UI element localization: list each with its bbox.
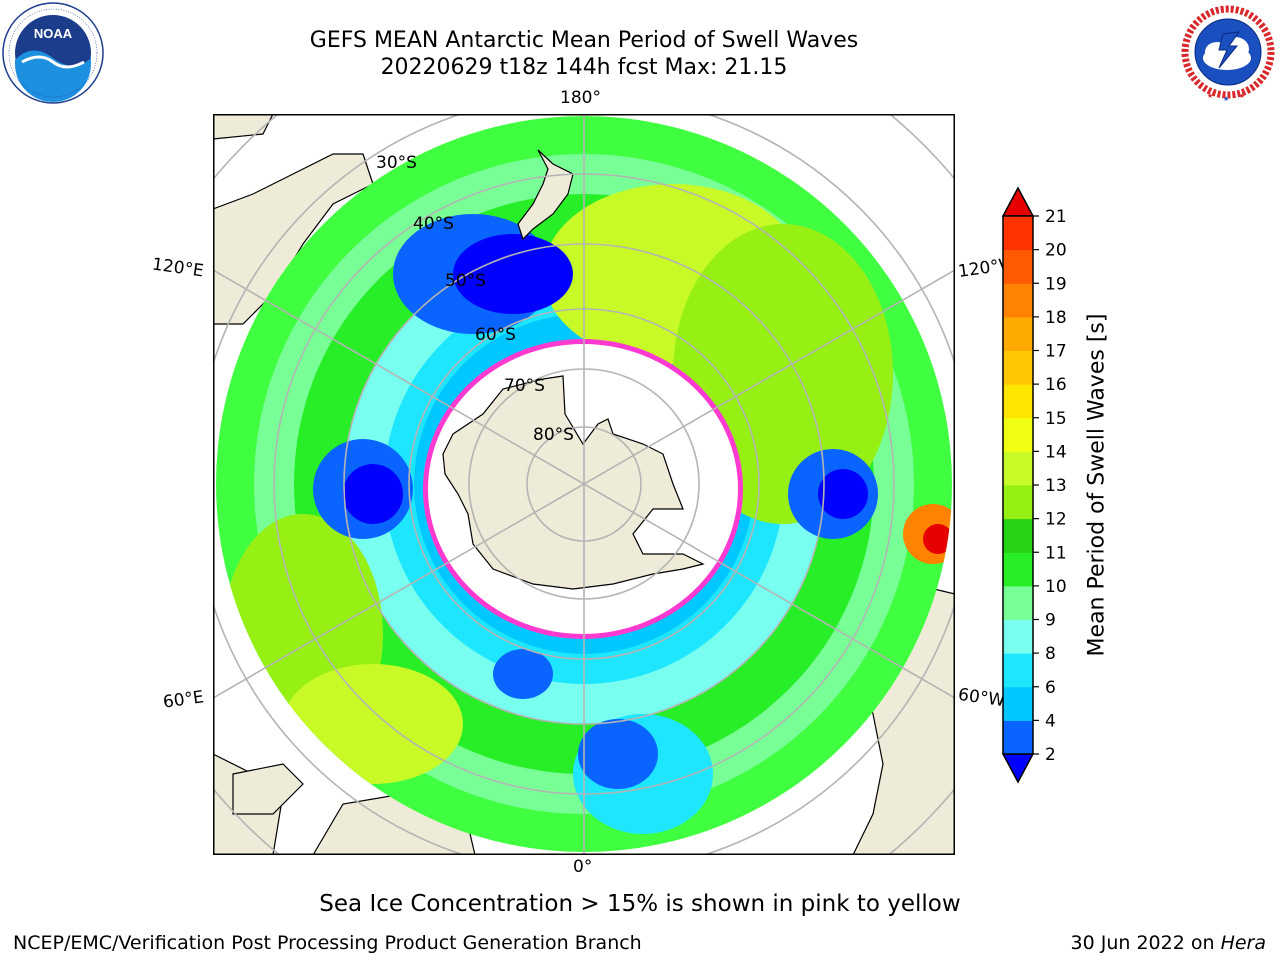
- colorbar-label: Mean Period of Swell Waves [s]: [1084, 313, 1110, 657]
- latitude-labels: 30°S 40°S 50°S 60°S 70°S 80°S: [376, 153, 574, 445]
- colorbar-tick-label: 21: [1045, 207, 1067, 227]
- colorbar-tick-label: 11: [1045, 543, 1067, 563]
- colorbar-tick-label: 19: [1045, 274, 1067, 294]
- colorbar-segment: [1003, 283, 1033, 318]
- lon-label-120e: 120°E: [150, 254, 205, 282]
- colorbar-tick-label: 14: [1045, 442, 1067, 462]
- svg-text:★: ★: [1223, 95, 1229, 102]
- colorbar-segment: [1003, 518, 1033, 553]
- colorbar-tick-label: 12: [1045, 510, 1067, 530]
- colorbar-tick-label: 13: [1045, 476, 1067, 496]
- colorbar-tick-label: 9: [1045, 611, 1056, 631]
- svg-text:★: ★: [1207, 92, 1213, 100]
- chart-subtitle: 20220629 t18z 144h fcst Max: 21.15: [380, 55, 788, 80]
- run-host: Hera: [1220, 932, 1266, 954]
- lat-label-50s: 50°S: [445, 271, 486, 291]
- colorbar-tick-label: 20: [1045, 241, 1067, 261]
- colorbar-tick-label: 18: [1045, 308, 1067, 328]
- colorbar-segment: [1003, 216, 1033, 251]
- colorbar-segment: [1003, 552, 1033, 587]
- lat-label-80s: 80°S: [533, 425, 574, 445]
- colorbar-tick-label: 4: [1045, 711, 1056, 731]
- lat-label-60s: 60°S: [475, 325, 516, 345]
- colorbar-segment: [1003, 451, 1033, 486]
- sea-ice-note: Sea Ice Concentration > 15% is shown in …: [319, 891, 961, 917]
- colorbar-segment: [1003, 316, 1033, 351]
- colorbar-tick-label: 6: [1045, 678, 1056, 698]
- svg-text:NOAA: NOAA: [34, 26, 73, 41]
- lat-label-30s: 30°S: [376, 153, 417, 173]
- colorbar-min-extension: [1001, 753, 1035, 784]
- lat-label-70s: 70°S: [504, 376, 545, 396]
- colorbar-segment: [1003, 485, 1033, 520]
- colorbar-segment: [1003, 249, 1033, 284]
- colorbar-segment: [1003, 350, 1033, 385]
- colorbar-tick-label: 15: [1045, 409, 1067, 429]
- south-polar-map: 30°S 40°S 50°S 60°S 70°S 80°S: [213, 114, 955, 855]
- colorbar-segment: [1003, 653, 1033, 688]
- noaa-logo: NOAA: [2, 2, 104, 104]
- colorbar-tick-label: 8: [1045, 644, 1056, 664]
- chart-title: GEFS MEAN Antarctic Mean Period of Swell…: [309, 28, 859, 53]
- lon-label-60e: 60°E: [161, 687, 206, 713]
- lat-label-40s: 40°S: [413, 214, 454, 234]
- colorbar-tick-label: 17: [1045, 342, 1067, 362]
- colorbar-max-extension: [1001, 186, 1035, 217]
- colorbar-segment: [1003, 686, 1033, 721]
- colorbar-segment: [1003, 619, 1033, 654]
- lon-label-180: 180°: [560, 88, 601, 108]
- run-date-text: 30 Jun 2022 on: [1070, 932, 1215, 954]
- run-date: 30 Jun 2022 on Hera: [1071, 932, 1267, 954]
- colorbar-tick-label: 2: [1045, 745, 1056, 765]
- colorbar-tick-label: 16: [1045, 375, 1067, 395]
- colorbar-tick-label: 10: [1045, 577, 1067, 597]
- colorbar: 2 4 6 8 9 10 11 12 13 14 15 16 17 18 19 20 21: [1001, 186, 1067, 784]
- svg-text:★: ★: [1239, 92, 1245, 100]
- colorbar-segment: [1003, 417, 1033, 452]
- lon-label-0: 0°: [573, 857, 593, 877]
- national-weather-service-logo: ★ ★ ★: [1180, 4, 1276, 102]
- credit-text: NCEP/EMC/Verification Post Processing Pr…: [13, 932, 642, 954]
- colorbar-segment: [1003, 585, 1033, 620]
- colorbar-segment: [1003, 384, 1033, 419]
- colorbar-segment: [1003, 720, 1033, 755]
